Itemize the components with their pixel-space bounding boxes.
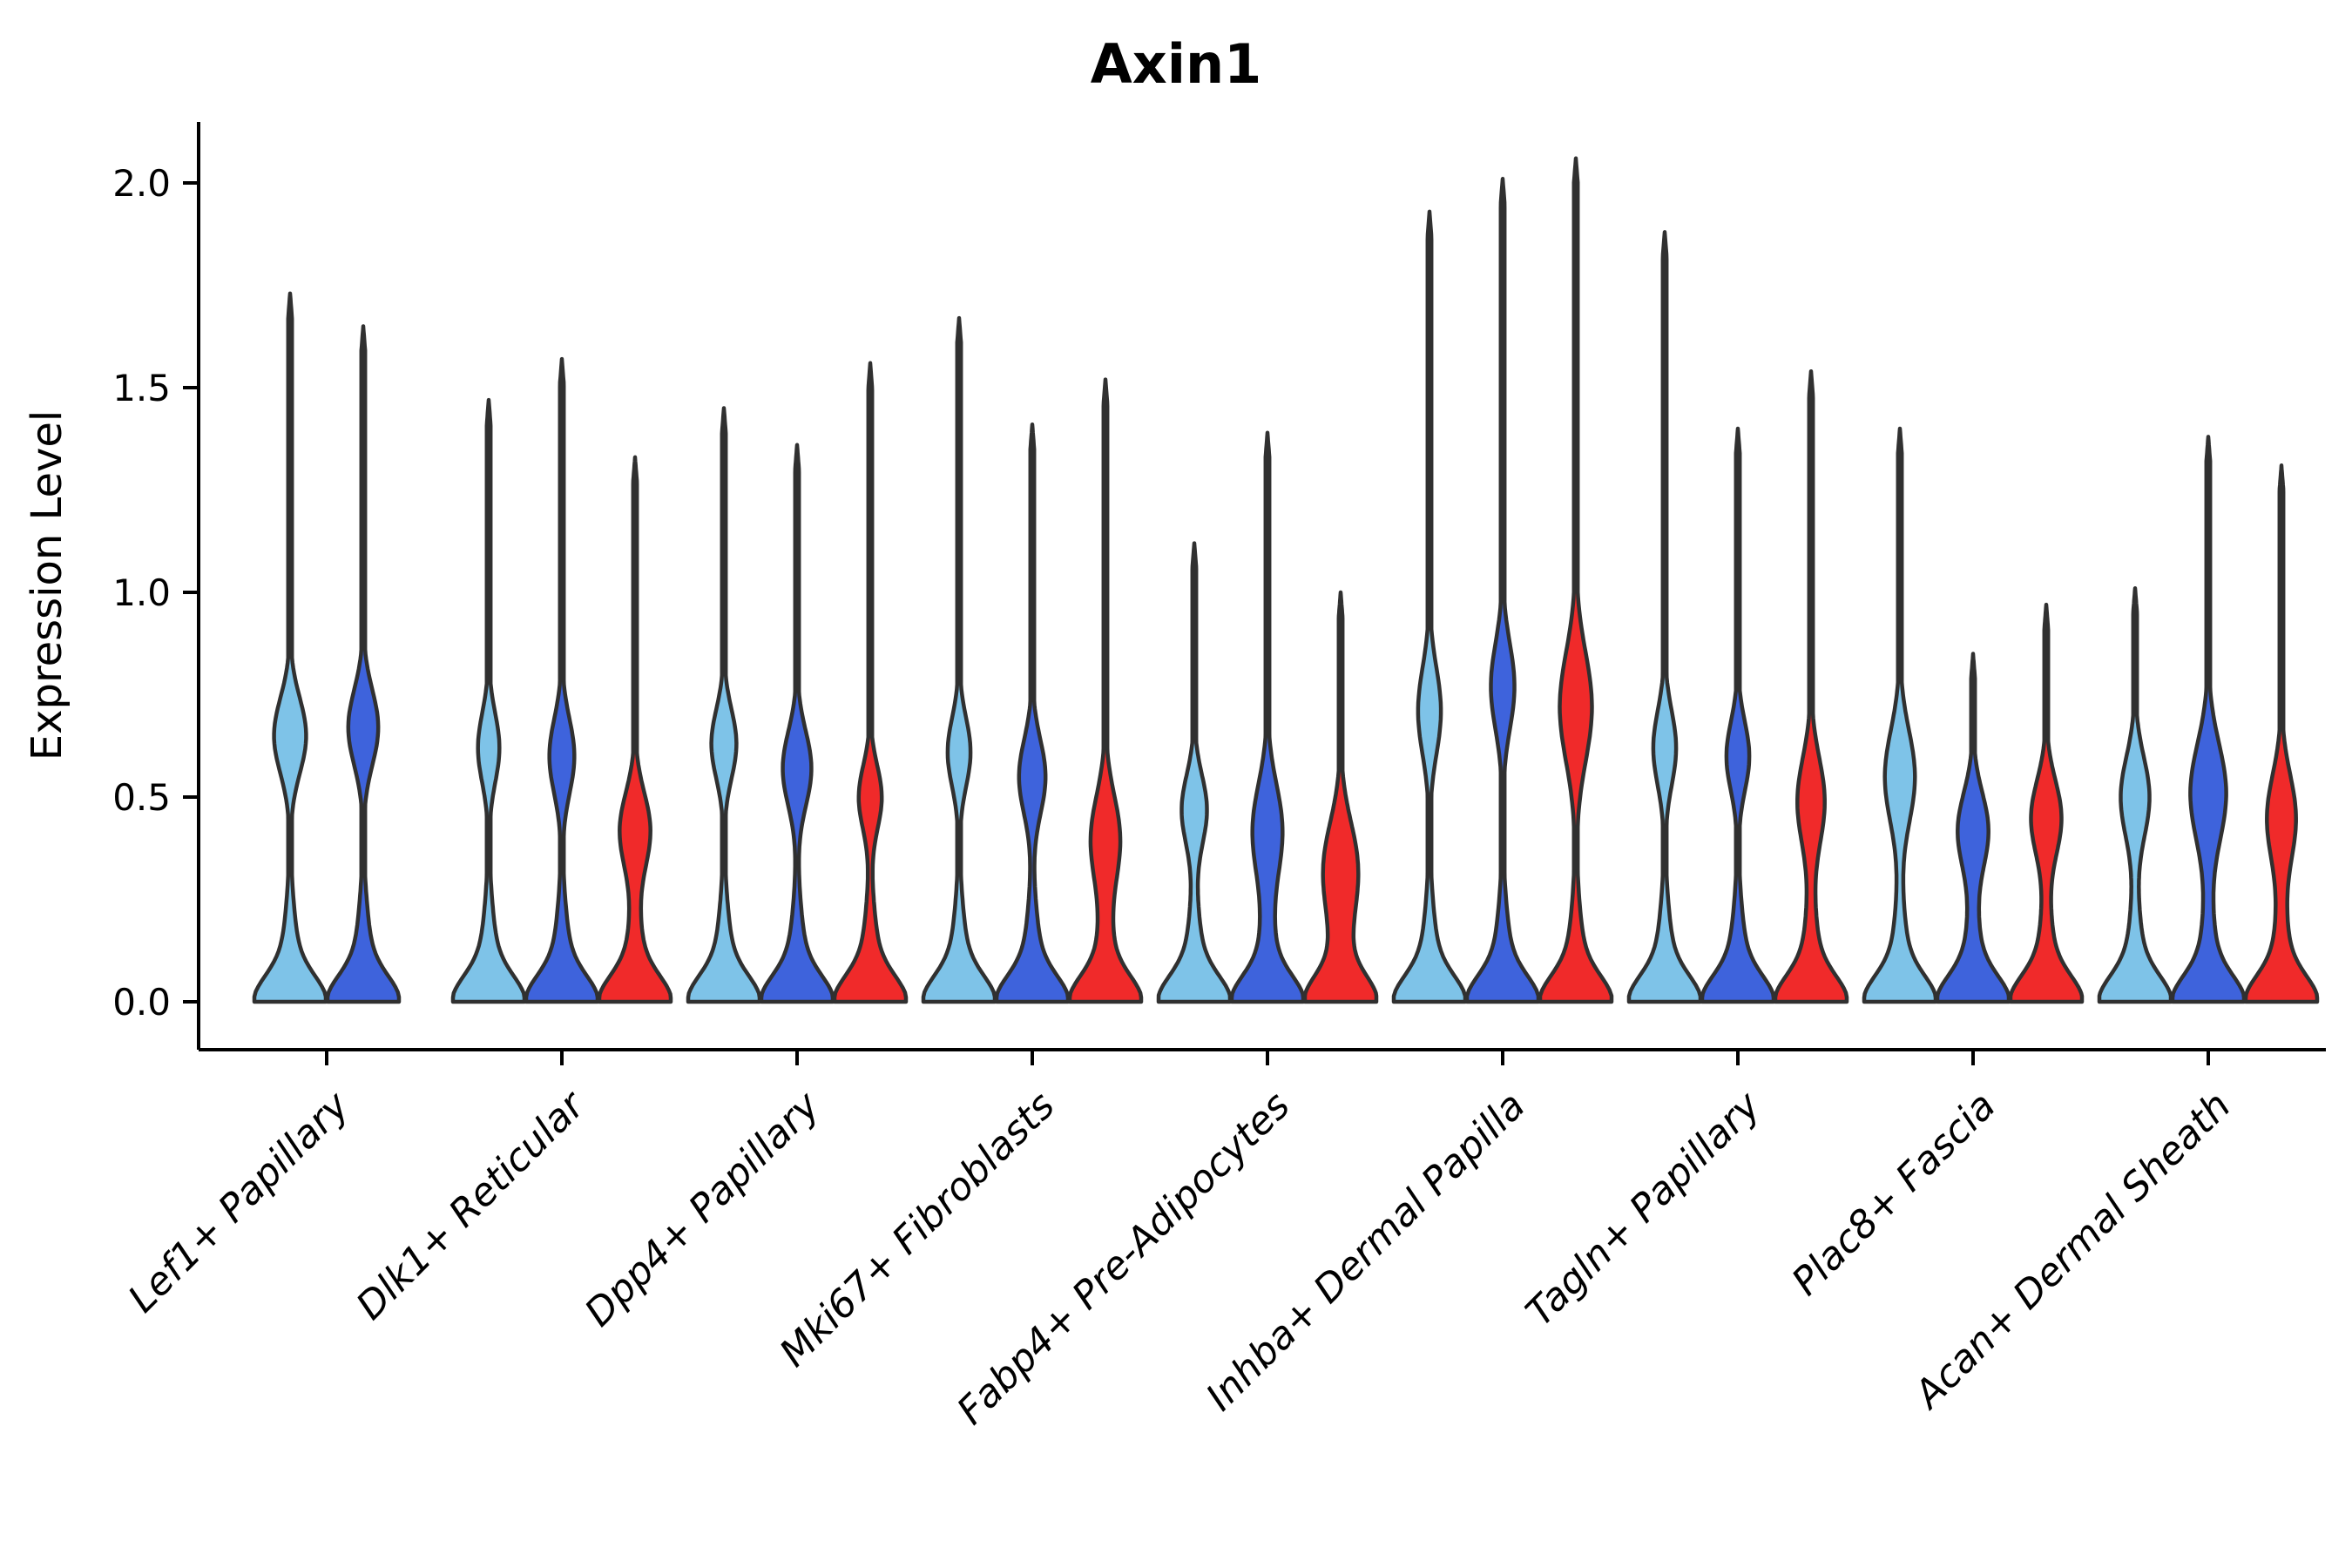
violin-dark-blue	[759, 443, 835, 1004]
violin-red	[1067, 377, 1144, 1004]
y-tick-label: 1.5	[112, 367, 171, 409]
violin-dark-blue	[994, 422, 1071, 1004]
chart-title: Axin1	[1091, 32, 1262, 96]
violin-dark-blue	[1700, 426, 1776, 1004]
violin-dark-blue	[2170, 435, 2247, 1004]
y-tick-label: 1.0	[112, 571, 171, 614]
x-tick-label: Dpp4+ Papillary	[577, 1083, 829, 1335]
violin-red	[597, 455, 673, 1004]
violin-red	[1773, 368, 1849, 1004]
violin-light-blue	[1156, 541, 1233, 1004]
violin-light-blue	[1391, 209, 1468, 1004]
x-tick-label: Lef1+ Papillary	[120, 1083, 359, 1321]
violin-light-blue	[2097, 586, 2173, 1004]
y-tick-label: 0.0	[112, 981, 171, 1024]
violin-light-blue	[252, 291, 328, 1004]
y-tick-label: 0.5	[112, 776, 171, 819]
violin-dark-blue	[1229, 430, 1306, 1004]
y-axis-label: Expression Level	[23, 410, 71, 761]
violin-red	[832, 361, 909, 1004]
violin-dark-blue	[325, 324, 402, 1004]
violin-dark-blue	[1464, 177, 1541, 1004]
y-axis-ticks: 0.0 0.5 1.0 1.5 2.0	[112, 162, 199, 1024]
violin-light-blue	[921, 315, 997, 1004]
x-tick-label: Tagln+ Papillary	[1517, 1083, 1769, 1335]
violin-light-blue	[1862, 426, 1938, 1004]
violin-light-blue	[1626, 230, 1703, 1004]
violin-red	[2243, 463, 2320, 1004]
violin-dark-blue	[524, 356, 600, 1004]
violin-dark-blue	[1935, 652, 2011, 1004]
y-tick-label: 2.0	[112, 162, 171, 205]
violin-red	[2008, 602, 2085, 1004]
violin-light-blue	[686, 406, 762, 1004]
violin-series	[252, 156, 2320, 1004]
violin-light-blue	[450, 397, 527, 1004]
x-tick-label: Plac8+ Fascia	[1783, 1084, 2004, 1304]
violin-red	[1302, 590, 1379, 1004]
violin-red	[1538, 156, 1614, 1004]
x-tick-label: Dlk1+ Reticular	[348, 1082, 594, 1328]
